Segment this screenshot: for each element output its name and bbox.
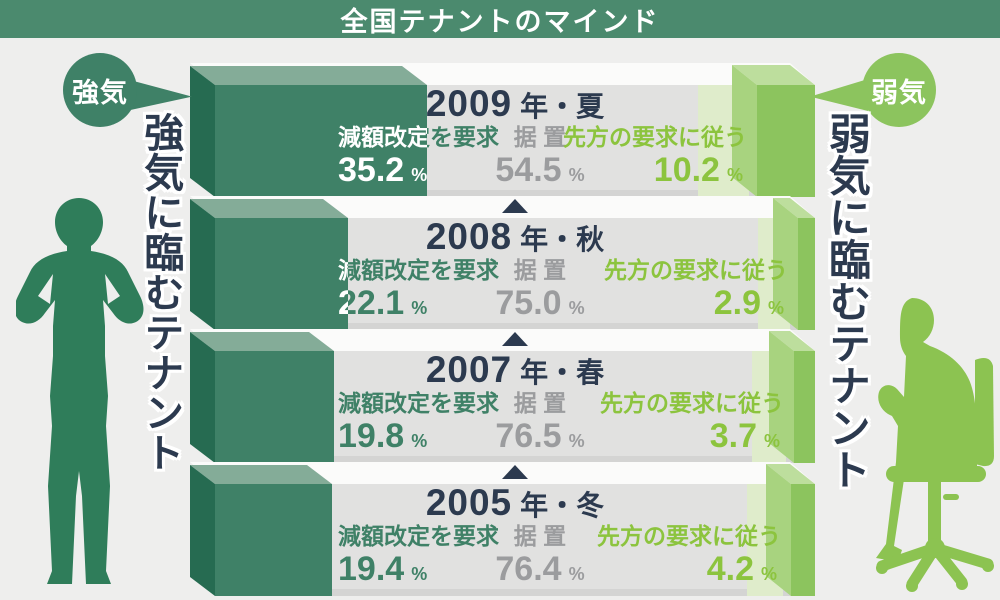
demand-front-face — [215, 218, 348, 330]
bar-bottom-shade — [215, 323, 815, 330]
demand-stat-highlight: 減額改定を要求 35.2% — [338, 125, 427, 188]
follow-cap-front-face — [791, 484, 815, 596]
standing-man-shape — [16, 198, 144, 584]
bar-front-face — [215, 218, 815, 330]
demand-stat: 減額改定を要求 19.8% 減額改定を要求 19.8% — [338, 390, 499, 456]
demand-top-face — [190, 66, 427, 85]
follow-cap-top-face — [773, 198, 815, 218]
chair-stem — [928, 482, 941, 546]
year-label: 2009 年・夏 — [425, 83, 605, 124]
follow-stat: 先方の要求に従う 4.2% — [597, 523, 781, 589]
bullish-caption: 強気に臨むテナント — [138, 112, 183, 472]
follow-stat: 先方の要求に従う 3.7% — [600, 390, 784, 456]
demand-front-face — [215, 484, 332, 596]
follow-stat: 先方の要求に従う 10.2% — [563, 124, 747, 190]
bearish-tenant-silhouette — [876, 298, 994, 592]
bar-3d-graphic — [190, 63, 815, 197]
hold-stat: 据 置 54.5% — [495, 124, 585, 190]
chair-base — [876, 542, 994, 590]
demand-stat: 減額改定を要求 35.2% 減額改定を要求 35.2% — [338, 124, 499, 190]
demand-top-face — [190, 465, 332, 484]
demand-stat: 減額改定を要求 22.1% 減額改定を要求 22.1% — [338, 257, 499, 323]
demand-side-face — [190, 199, 215, 330]
demand-stat: 減額改定を要求 19.4% 減額改定を要求 19.4% — [338, 523, 499, 589]
follow-cap-front-face — [798, 218, 815, 330]
title-bar: 全国テナントのマインド — [0, 0, 1000, 38]
follow-cap-top-face — [766, 464, 815, 484]
up-arrow-icon — [502, 332, 528, 346]
demand-side-face — [190, 465, 215, 596]
page-title: 全国テナントのマインド — [340, 6, 660, 37]
follow-cap-top-face — [732, 65, 815, 85]
bearish-bubble: 弱気 — [862, 53, 936, 127]
hold-stat: 据 置 76.5% — [495, 390, 585, 456]
follow-stat: 先方の要求に従う 2.9% — [604, 257, 788, 323]
sitting-person-shape — [876, 298, 994, 592]
year-label: 2005 年・冬 — [425, 482, 605, 523]
chair-lever — [943, 494, 959, 500]
year-label: 2007 年・春 — [425, 349, 605, 390]
follow-cap-side-face — [769, 331, 794, 463]
demand-side-face — [190, 332, 215, 463]
up-arrow-icon — [502, 465, 528, 479]
year-label: 2008 年・秋 — [425, 216, 605, 257]
bar-3d-graphic — [190, 329, 815, 463]
bullish-bubble: 強気 — [63, 53, 137, 127]
up-arrow-icon — [502, 199, 528, 213]
follow-cap-front-face — [757, 85, 815, 197]
bullish-tenant-silhouette — [16, 198, 144, 584]
follow-cap-top-face — [769, 331, 815, 351]
hold-stat: 据 置 76.4% — [495, 523, 585, 589]
bar-front-face — [215, 351, 815, 463]
follow-cap-side-face — [732, 65, 757, 197]
bar-bottom-shade — [215, 589, 815, 596]
chair-backrest — [975, 358, 994, 467]
follow-cap-side-face — [773, 198, 798, 330]
bar-bottom-shade — [215, 456, 815, 463]
demand-stat-highlight: 減額改定を要求 22.1% — [338, 258, 348, 321]
chair-seat — [886, 466, 986, 482]
demand-side-face — [190, 66, 215, 197]
bar-3d-graphic — [190, 462, 815, 596]
hold-stat: 据 置 75.0% — [495, 257, 585, 323]
bar-front-face — [215, 484, 815, 596]
demand-front-face — [215, 85, 427, 197]
bearish-caption: 弱気に臨むテナント — [823, 112, 871, 490]
follow-cap-side-face — [766, 464, 791, 596]
demand-front-face — [215, 351, 334, 463]
demand-top-face — [190, 199, 348, 218]
demand-top-face — [190, 332, 334, 351]
follow-cap-front-face — [794, 351, 815, 463]
